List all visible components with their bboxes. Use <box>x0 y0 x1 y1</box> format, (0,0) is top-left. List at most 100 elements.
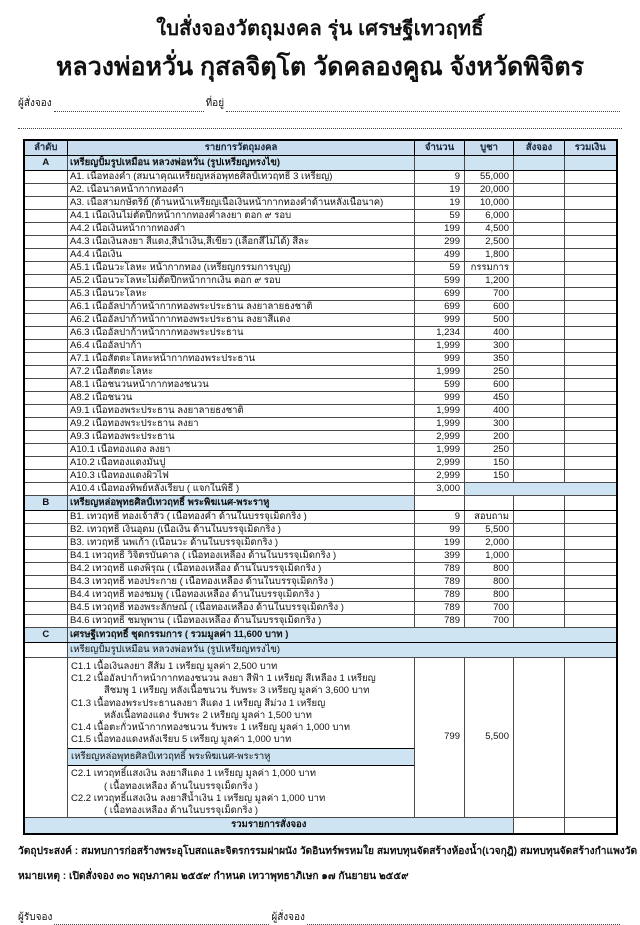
total-cell <box>564 443 617 457</box>
index-cell <box>23 430 68 444</box>
total-cell <box>564 287 617 301</box>
total-cell <box>564 614 617 628</box>
item-qty: 789 <box>414 562 465 576</box>
section-row-C: C เศรษฐีเทวฤทธิ์ ชุดกรรมการ ( รวมมูลค่า 1… <box>23 627 617 643</box>
total-cell <box>564 588 617 602</box>
total-cell <box>564 222 617 236</box>
combo-line: C2.1 เทวฤทธิ์แสงเงิน ลงยาสีแดง 1 เหรียญ … <box>71 768 316 780</box>
order-cell <box>513 510 565 524</box>
item-row: B4.6 เทวฤทธิ์ ชมพูพาน ( เนื้อทองเหลือง ด… <box>23 614 617 628</box>
combo-inner-subheader: เหรียญหล่อพุทธศิลป์เทวฤทธิ์ พระพิฆเนศ-พร… <box>68 748 414 767</box>
qty-cell <box>414 495 465 511</box>
order-cell <box>513 378 565 392</box>
total-cell <box>564 417 617 431</box>
item-price: 2,000 <box>464 536 514 550</box>
item-qty: 2,999 <box>414 456 465 470</box>
index-cell <box>23 183 68 197</box>
item-desc: A4.4 เนื้อเงิน <box>67 248 415 262</box>
total-cell <box>564 404 617 418</box>
schedule-note: หมายเหตุ : เปิดสั่งจอง ๓๐ พฤษภาคม ๒๕๕๙ ก… <box>18 871 409 883</box>
item-qty: 999 <box>414 352 465 366</box>
item-qty: 1,999 <box>414 339 465 353</box>
item-price: 800 <box>464 575 514 589</box>
order-cell <box>513 235 565 249</box>
index-cell <box>23 274 68 288</box>
address-fill-line-2 <box>18 117 622 129</box>
item-row: A6.3 เนื้ออัลปาก้าหน้ากากทองพระประธาน 1,2… <box>23 326 617 340</box>
section-letter <box>23 642 68 658</box>
item-row: A10.1 เนื้อทองแดง ลงยา 1,999 250 <box>23 443 617 457</box>
item-price: สอบถาม <box>464 510 514 524</box>
combo-line: C2.2 เทวฤทธิ์แสงเงิน ลงยาสีน้ำเงิน 1 เหร… <box>71 792 326 804</box>
item-row: A7.1 เนื้อสัตตะโลหะหน้ากากทองพระประธาน 99… <box>23 352 617 366</box>
item-price: 350 <box>464 352 514 366</box>
combo-qty: 799 <box>414 656 465 819</box>
index-cell <box>23 391 68 405</box>
item-qty: 19 <box>414 196 465 210</box>
item-row: A4.2 เนื้อเงินหน้ากากทองคำ 199 4,500 <box>23 222 617 236</box>
order-cell <box>513 656 565 819</box>
item-desc: A7.2 เนื้อสัตตะโลหะ <box>67 365 415 379</box>
item-row: B4.2 เทวฤทธิ์ แดงพิรุณ ( เนื้อทองเหลือง … <box>23 562 617 576</box>
item-qty: 399 <box>414 549 465 563</box>
item-row: A1. เนื้อทองคำ (สมนาคุณเหรียญหล่อพุทธศิล… <box>23 170 617 184</box>
order-cell <box>513 817 565 835</box>
item-row: B4.1 เทวฤทธิ์ วิจิตรบันดาล ( เนื้อทองเหล… <box>23 549 617 563</box>
item-price: 300 <box>464 339 514 353</box>
order-cell <box>513 274 565 288</box>
combo-line: C1.1 เนื้อเงินลงยา สีส้ม 1 เหรียญ มูลค่า… <box>71 661 278 672</box>
item-qty: 2,999 <box>414 430 465 444</box>
item-price: 700 <box>464 601 514 615</box>
index-cell <box>23 614 68 628</box>
combo-line: C1.3 เนื้อทองพระประธานลงยา สีแดง 1 เหรีย… <box>71 697 326 709</box>
item-row: A5.1 เนื้อนวะโลหะ หน้ากากทอง (เหรียญกรรม… <box>23 261 617 275</box>
column-header-2: จำนวน <box>414 139 465 156</box>
order-cell <box>513 155 565 171</box>
index-cell <box>23 482 68 496</box>
combo-price: 5,500 <box>464 656 514 819</box>
item-price: 800 <box>464 588 514 602</box>
item-desc: B4.3 เทวฤทธิ์ ทองประกาย ( เนื้อทองเหลือง… <box>67 575 415 589</box>
order-cell <box>513 352 565 366</box>
index-cell <box>23 549 68 563</box>
index-cell <box>23 261 68 275</box>
item-row: A6.1 เนื้ออัลปาก้าหน้ากากทองพระประธาน ลง… <box>23 300 617 314</box>
index-cell <box>23 523 68 537</box>
item-desc: A6.3 เนื้ออัลปาก้าหน้ากากทองพระประธาน <box>67 326 415 340</box>
order-cell <box>513 287 565 301</box>
index-cell <box>23 562 68 576</box>
order-cell <box>513 430 565 444</box>
item-qty: 3,000 <box>414 482 465 496</box>
total-cell <box>564 339 617 353</box>
total-cell <box>564 817 617 835</box>
section-title: เหรียญหล่อพุทธศิลป์เทวฤทธิ์ พระพิฆเนศ-พร… <box>67 495 415 511</box>
item-row: A9.3 เนื้อทองพระประธาน 2,999 200 <box>23 430 617 444</box>
item-price: 200 <box>464 430 514 444</box>
item-desc: B4.5 เทวฤทธิ์ ทองพระลักษณ์ ( เนื้อทองเหล… <box>67 601 415 615</box>
column-header-5: รวมเงิน <box>564 139 617 156</box>
total-cell <box>564 656 617 819</box>
order-cell <box>513 209 565 223</box>
item-desc: B4.4 เทวฤทธิ์ ทองชมพู ( เนื้อทองเหลือง ด… <box>67 588 415 602</box>
item-price: 400 <box>464 404 514 418</box>
item-price: 300 <box>464 417 514 431</box>
total-cell <box>564 430 617 444</box>
index-cell <box>23 469 68 483</box>
total-cell <box>564 261 617 275</box>
item-desc: A10.3 เนื้อทองแดงผิวไฟ <box>67 469 415 483</box>
item-desc: A8.1 เนื้อชนวนหน้ากากทองชนวน <box>67 378 415 392</box>
item-price: 450 <box>464 391 514 405</box>
item-price: 1,000 <box>464 549 514 563</box>
total-cell <box>564 601 617 615</box>
qty-cell <box>414 155 465 171</box>
index-cell <box>23 656 68 819</box>
item-desc: A9.1 เนื้อทองพระประธาน ลงยาลายธงชาติ <box>67 404 415 418</box>
total-cell <box>564 378 617 392</box>
item-qty: 199 <box>414 536 465 550</box>
item-row: A10.3 เนื้อทองแดงผิวไฟ 2,999 150 <box>23 469 617 483</box>
item-price: 400 <box>464 326 514 340</box>
item-price: 150 <box>464 456 514 470</box>
orderer-sign-label: ผู้สั่งจอง <box>271 912 305 924</box>
combo-desc: C1.1 เนื้อเงินลงยา สีส้ม 1 เหรียญ มูลค่า… <box>67 656 415 819</box>
index-cell <box>23 352 68 366</box>
